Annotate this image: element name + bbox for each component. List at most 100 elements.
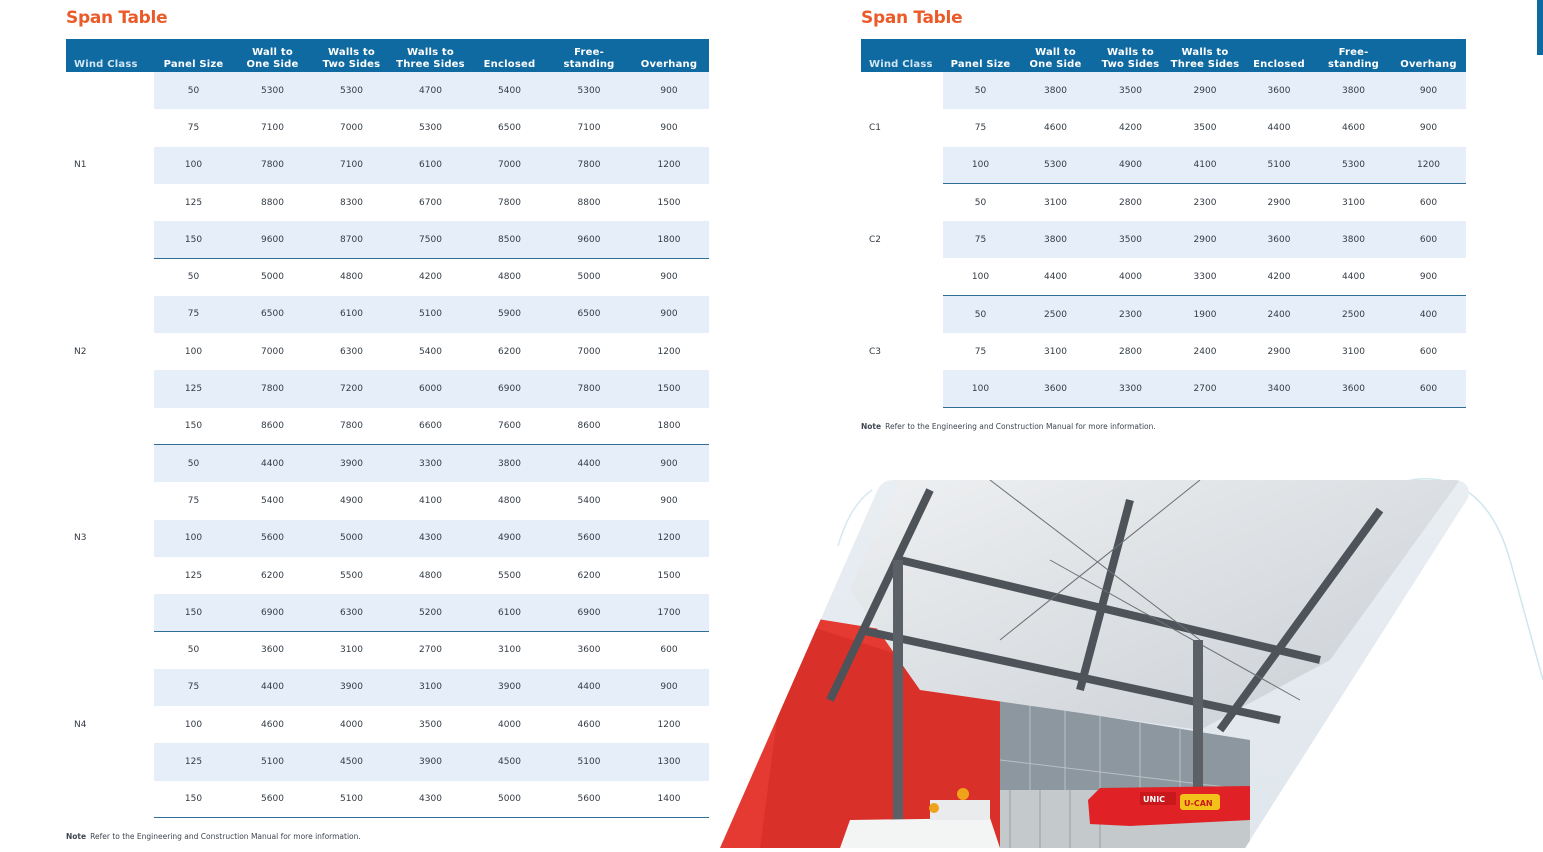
span-value-cell: 5000: [470, 780, 549, 819]
span-value-cell: 5900: [470, 295, 549, 334]
column-header: Enclosed: [470, 39, 549, 72]
span-value-cell: 6100: [470, 594, 549, 632]
span-value-cell: 2800: [1093, 333, 1168, 371]
span-value-cell: 2300: [1168, 183, 1242, 222]
span-value-cell: 4900: [312, 482, 391, 520]
panel-size-cell: 125: [154, 743, 233, 781]
span-value-cell: 5100: [1242, 146, 1316, 185]
span-value-cell: 1200: [629, 333, 709, 371]
table-row: 75 5400 4900 4100 4800 5400 900: [66, 482, 709, 520]
span-value-cell: 2500: [1316, 295, 1391, 334]
span-value-cell: 7800: [549, 146, 629, 184]
span-value-cell: 600: [629, 631, 709, 669]
column-header: Panel Size: [154, 39, 233, 72]
panel-size-cell: 100: [943, 258, 1018, 297]
span-value-cell: 900: [1391, 72, 1466, 110]
span-value-cell: 4500: [470, 743, 549, 781]
wind-class-cell: N1: [66, 72, 154, 259]
span-value-cell: 7000: [312, 109, 391, 147]
span-value-cell: 6300: [312, 333, 391, 371]
span-value-cell: 6200: [233, 556, 312, 595]
span-value-cell: 4400: [233, 668, 312, 707]
panel-size-cell: 100: [154, 146, 233, 184]
column-header: Free- standing: [1316, 39, 1391, 72]
column-header: Wall to One Side: [1018, 39, 1093, 72]
panel-size-cell: 50: [943, 295, 1018, 334]
span-value-cell: 4700: [391, 72, 470, 110]
panel-size-cell: 100: [943, 146, 1018, 185]
span-value-cell: 8800: [233, 183, 312, 222]
span-value-cell: 3500: [391, 706, 470, 744]
span-value-cell: 2900: [1168, 221, 1242, 259]
span-value-cell: 600: [1391, 333, 1466, 371]
span-value-cell: 900: [629, 258, 709, 296]
span-value-cell: 5600: [549, 519, 629, 557]
span-value-cell: 2900: [1242, 183, 1316, 222]
column-header: Walls to Two Sides: [1093, 39, 1168, 72]
span-value-cell: 7000: [549, 333, 629, 371]
span-value-cell: 5300: [1018, 146, 1093, 185]
table-row: 75 6500 6100 5100 5900 6500 900: [66, 295, 709, 334]
span-value-cell: 1200: [629, 519, 709, 557]
span-value-cell: 8300: [312, 183, 391, 222]
left-note: Note Refer to the Engineering and Constru…: [66, 832, 361, 841]
panel-size-cell: 75: [154, 482, 233, 520]
span-value-cell: 4000: [1093, 258, 1168, 297]
wind-class-cell: N3: [66, 444, 154, 632]
page-accent-bar: [1537, 0, 1543, 55]
span-value-cell: 4900: [470, 519, 549, 557]
span-value-cell: 4600: [1018, 109, 1093, 147]
span-value-cell: 7100: [312, 146, 391, 184]
span-value-cell: 1200: [629, 146, 709, 184]
span-value-cell: 1200: [1391, 146, 1466, 185]
span-value-cell: 7800: [470, 183, 549, 222]
span-value-cell: 1700: [629, 594, 709, 632]
span-value-cell: 3800: [470, 444, 549, 483]
span-value-cell: 8600: [549, 407, 629, 446]
span-value-cell: 600: [1391, 183, 1466, 222]
span-value-cell: 4300: [391, 519, 470, 557]
table-row: N1 50 5300 5300 4700 5400 5300 900: [66, 72, 709, 259]
table-row: 150 5600 5100 4300 5000 5600 1400: [66, 780, 709, 819]
panel-size-cell: 50: [154, 631, 233, 669]
span-value-cell: 3100: [312, 631, 391, 669]
table-row: 100 4400 4000 3300 4200 4400 900: [861, 258, 1466, 297]
span-value-cell: 4600: [1316, 109, 1391, 147]
right-note: Note Refer to the Engineering and Constru…: [861, 422, 1156, 431]
panel-size-cell: 75: [943, 221, 1018, 259]
span-value-cell: 5300: [391, 109, 470, 147]
span-value-cell: 4400: [549, 444, 629, 483]
span-value-cell: 1500: [629, 183, 709, 222]
table-header-row: Wind Class Panel Size Wall to One Side Wall…: [861, 39, 1466, 72]
span-value-cell: 1300: [629, 743, 709, 781]
span-value-cell: 900: [1391, 258, 1466, 297]
span-value-cell: 2700: [391, 631, 470, 669]
span-value-cell: 9600: [233, 221, 312, 259]
span-value-cell: 4100: [1168, 146, 1242, 185]
span-value-cell: 1800: [629, 407, 709, 446]
span-value-cell: 7000: [470, 146, 549, 184]
span-value-cell: 3800: [1018, 72, 1093, 110]
note-text: Refer to the Engineering and Constructio…: [885, 422, 1156, 431]
note-text: Refer to the Engineering and Constructio…: [90, 832, 361, 841]
table-row: 125 5100 4500 3900 4500 5100 1300: [66, 743, 709, 781]
span-value-cell: 7800: [549, 370, 629, 408]
span-value-cell: 6200: [549, 556, 629, 595]
span-value-cell: 6000: [391, 370, 470, 408]
span-value-cell: 5300: [1316, 146, 1391, 185]
span-value-cell: 6700: [391, 183, 470, 222]
panel-size-cell: 50: [154, 72, 233, 110]
span-value-cell: 5400: [391, 333, 470, 371]
span-value-cell: 2700: [1168, 370, 1242, 409]
span-value-cell: 4600: [233, 706, 312, 744]
column-header: Free- standing: [549, 39, 629, 72]
note-label: Note: [861, 422, 882, 431]
crane-brand-text: UNIC: [1143, 795, 1165, 804]
note-label: Note: [66, 832, 87, 841]
column-header: Wall to One Side: [233, 39, 312, 72]
table-row: 75 3100 2800 2400 2900 3100 600: [861, 333, 1466, 371]
span-value-cell: 3900: [312, 444, 391, 483]
table-row: 100 7000 6300 5400 6200 7000 1200: [66, 333, 709, 371]
span-value-cell: 900: [629, 444, 709, 483]
span-value-cell: 3600: [233, 631, 312, 669]
